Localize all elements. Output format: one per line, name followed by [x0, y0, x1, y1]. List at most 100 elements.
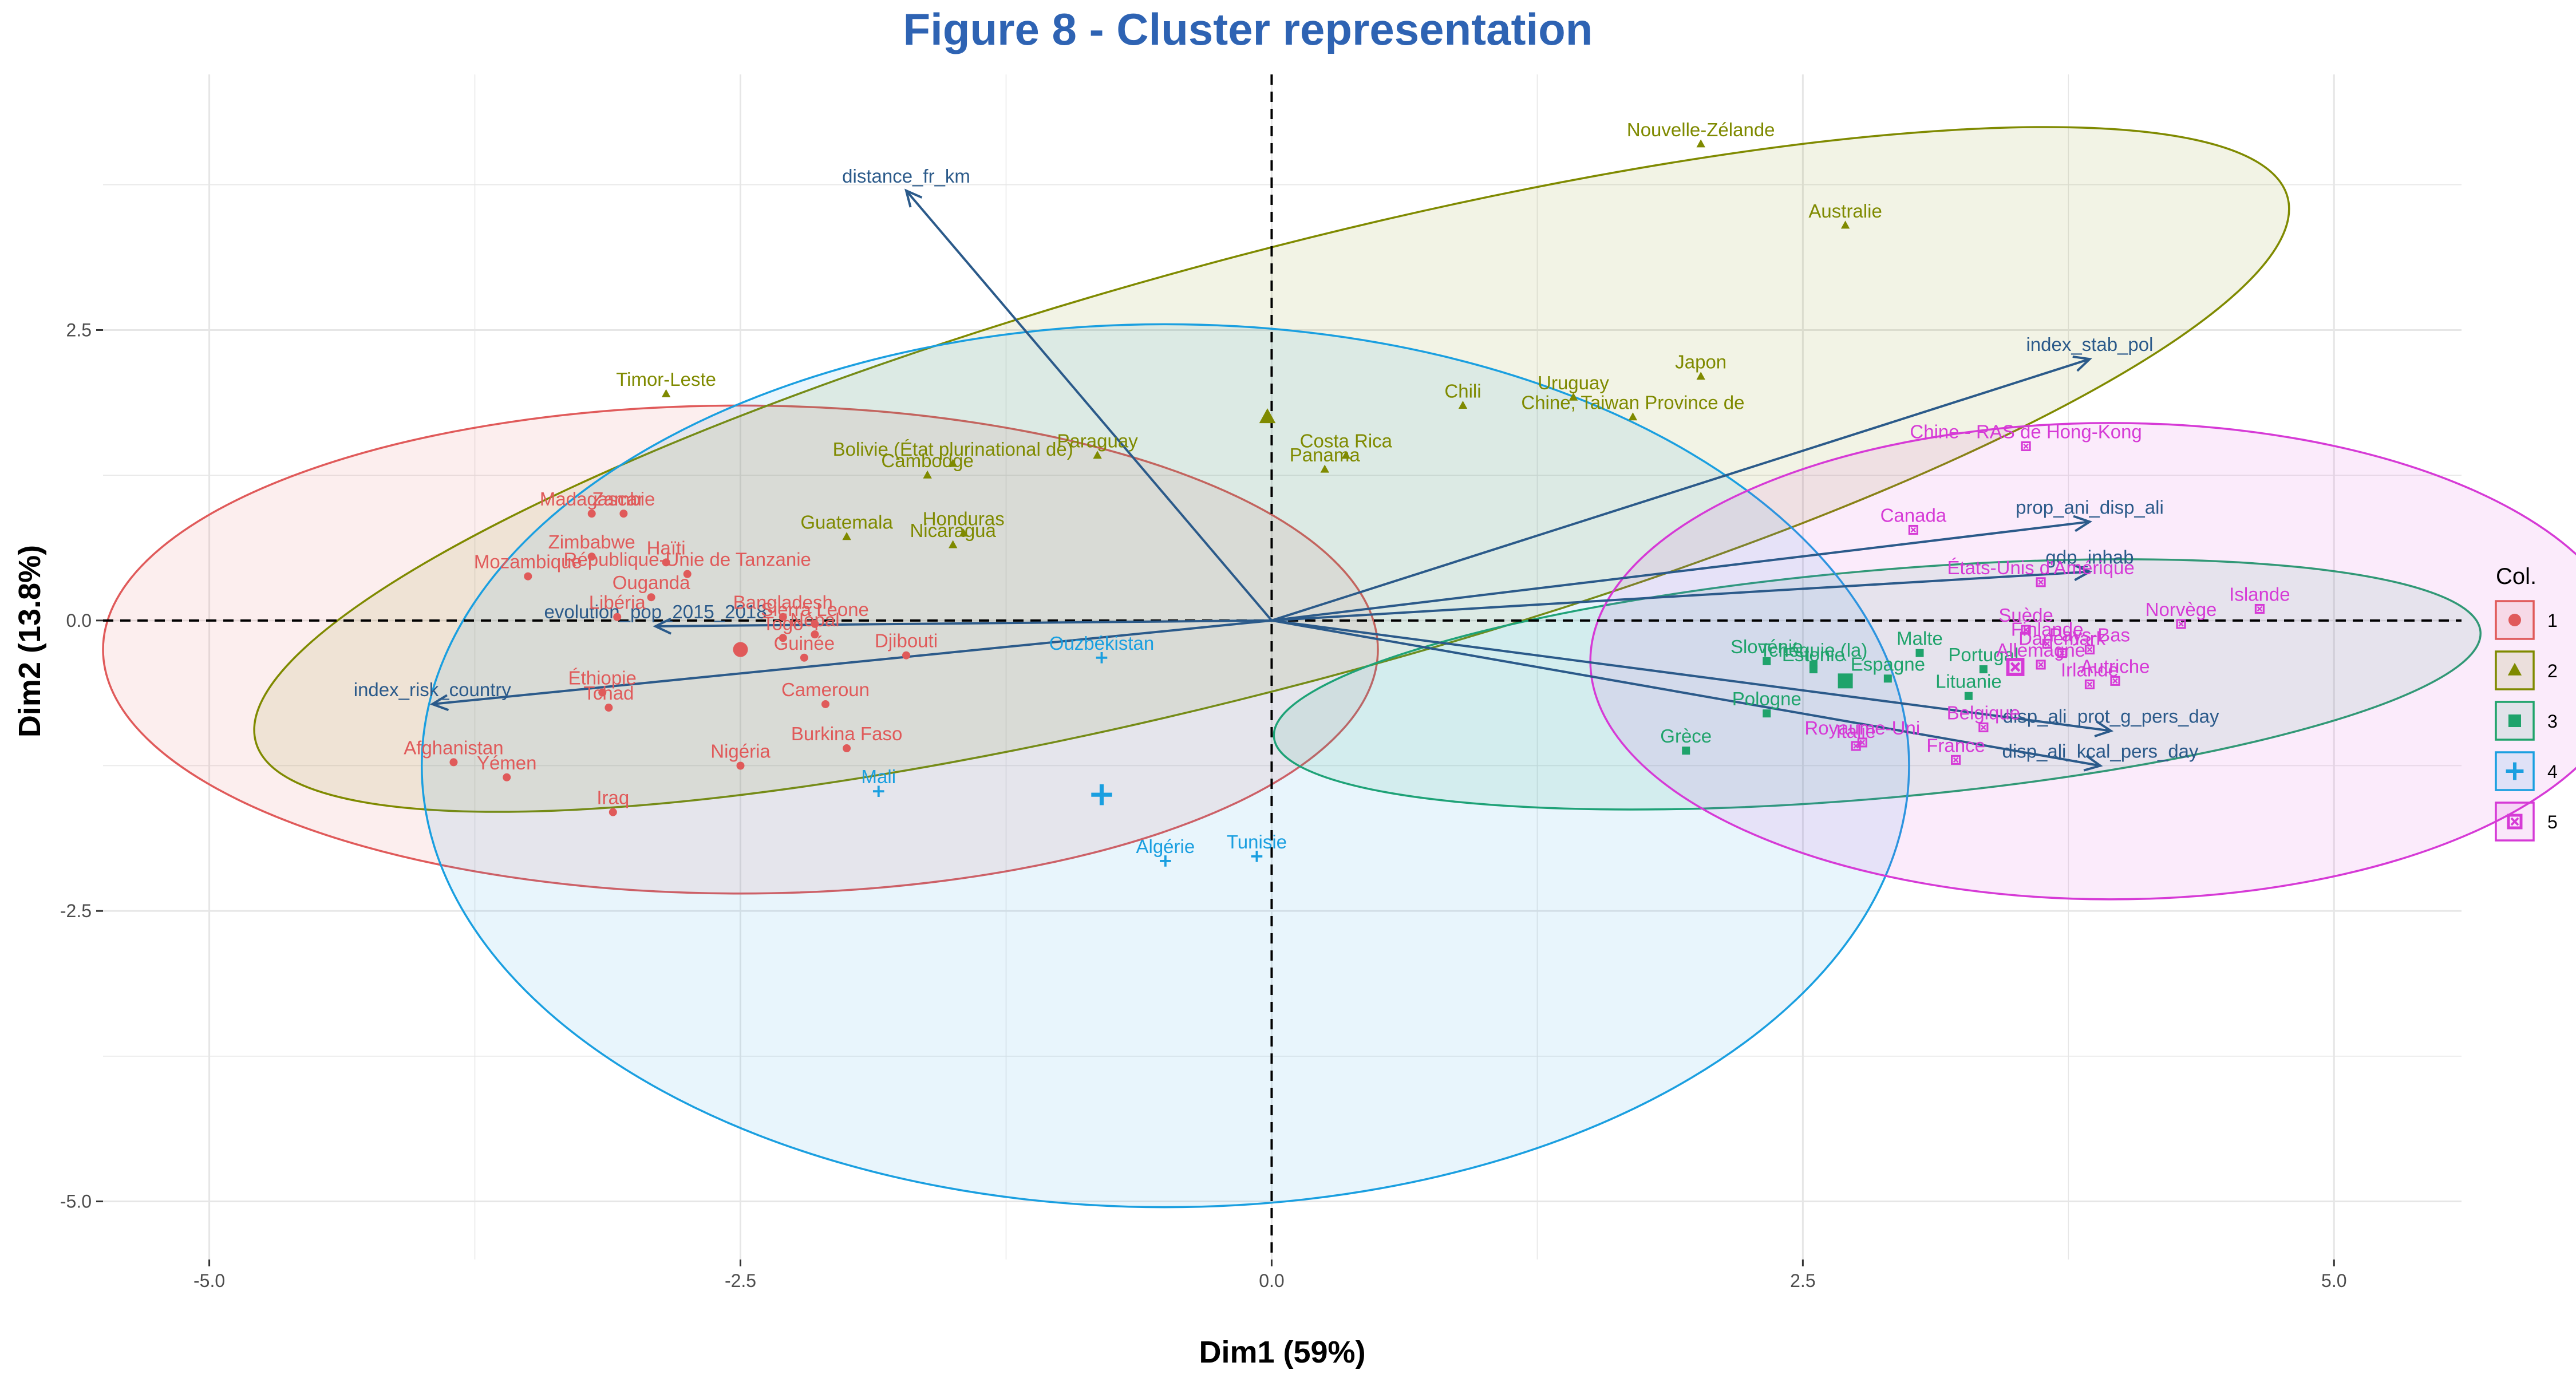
y-tick-label: -5.0 — [60, 1191, 92, 1212]
point — [1809, 665, 1818, 674]
point-label: Afghanistan — [404, 737, 503, 758]
cluster-centroid-2 — [1259, 408, 1276, 424]
point-label: Ouzbékistan — [1049, 633, 1154, 654]
point-label: Paraguay — [1057, 431, 1138, 452]
legend-label-1: 1 — [2547, 610, 2558, 631]
point — [683, 570, 692, 578]
point-label: États-Unis d'Amérique — [1947, 557, 2134, 578]
point-label: République-Unie de Tanzanie — [564, 549, 811, 570]
variable-label: gdp_inhab — [2045, 547, 2134, 568]
point-label: Norvège — [2146, 599, 2217, 620]
variable-arrow — [1271, 358, 2091, 622]
point-x — [2178, 621, 2184, 627]
cluster-5: Chine - RAS de Hong-Kong Canada États-Unis… — [1804, 421, 2290, 765]
variable-arrow — [1271, 570, 2090, 622]
variable-arrows: distance_fr_km index_stab_pol prop_ani_dis… — [354, 165, 2219, 772]
variable-arrow-head — [2072, 356, 2092, 372]
cluster-ellipse-4 — [421, 323, 1910, 1209]
legend-marker-5 — [2507, 814, 2523, 830]
point — [779, 634, 787, 642]
point-label: Nigéria — [710, 741, 771, 762]
point-label: Algérie — [1136, 836, 1195, 857]
point-label: Mali — [862, 766, 896, 787]
point — [872, 785, 884, 797]
point — [2084, 644, 2095, 655]
point — [609, 808, 617, 816]
variable-arrow — [1271, 619, 2111, 732]
point-label: Djibouti — [875, 630, 938, 652]
cluster-ellipse-5 — [1589, 422, 2576, 901]
point-x — [2112, 678, 2118, 684]
variable-arrow-head — [2094, 720, 2114, 737]
point — [1978, 722, 1989, 733]
point — [619, 510, 628, 518]
point — [1763, 657, 1771, 665]
point — [1951, 755, 1961, 765]
point — [613, 613, 622, 621]
point-label: Belgique — [1947, 702, 2020, 724]
cluster-centroid-3 — [1838, 673, 1853, 689]
point-label: Lituanie — [1935, 671, 2002, 692]
point-label: Éthiopie — [568, 668, 637, 689]
point — [2057, 648, 2067, 658]
point-x — [2257, 606, 2263, 612]
point-x — [1981, 724, 1986, 731]
variable-arrow-head — [429, 694, 449, 712]
legend-marker-5-x — [2510, 817, 2519, 826]
point — [1160, 855, 1171, 867]
point — [1568, 392, 1578, 401]
point — [821, 700, 829, 708]
point-label: Chine, Taiwan Province de — [1521, 392, 1744, 413]
point-label: Chine - RAS de Hong-Kong — [1910, 421, 2142, 442]
point — [2084, 679, 2095, 690]
point — [959, 528, 968, 537]
point-label: Zambie — [592, 488, 655, 510]
point — [524, 572, 532, 581]
point-label: Haïti — [647, 537, 686, 558]
point-label: Ouganda — [613, 572, 690, 593]
legend-marker-4 — [2506, 762, 2524, 780]
point-label: Tunisie — [1227, 831, 1287, 852]
point — [605, 704, 613, 712]
point-label: Timor-Leste — [616, 369, 716, 390]
point — [948, 459, 958, 467]
legend-key-1 — [2495, 600, 2535, 640]
y-axis-title: Dim2 (13.8%) — [13, 545, 47, 737]
legend-marker-3 — [2508, 714, 2521, 727]
variable-arrow — [905, 189, 1273, 622]
point — [1883, 674, 1892, 683]
cluster-centroid-5 — [2006, 658, 2025, 676]
point-label: Tchéquie (la) — [1759, 639, 1867, 661]
point — [1251, 850, 1263, 862]
point-x — [1953, 757, 1959, 763]
point — [587, 510, 596, 518]
variable-arrow — [432, 619, 1272, 705]
point-label: Sierra Leone — [761, 599, 869, 620]
point-label: Estonie — [1782, 644, 1845, 665]
point — [1696, 139, 1705, 148]
point-x — [2038, 579, 2044, 585]
point — [1628, 412, 1638, 421]
point-x — [2059, 650, 2065, 656]
point-label: Bolivie (État plurinational de) — [833, 439, 1073, 460]
point-x — [2038, 662, 2044, 668]
point — [2176, 619, 2186, 629]
legend-label-3: 3 — [2547, 711, 2558, 732]
point-label: Uruguay — [1538, 372, 1609, 393]
variable-arrow — [1271, 619, 2101, 767]
cluster-centroid-5-x — [2010, 662, 2021, 672]
legend-label-2: 2 — [2547, 661, 2558, 681]
point — [1458, 400, 1468, 409]
point — [948, 540, 958, 548]
y-tick-label: 0.0 — [66, 610, 92, 631]
variable-label: disp_ali_kcal_pers_day — [2002, 741, 2199, 762]
point-label: France — [1926, 735, 1985, 756]
point — [843, 744, 851, 753]
point-label: Libéria — [589, 592, 646, 613]
point-label: Grèce — [1660, 725, 1712, 747]
point-label: Espagne — [1851, 653, 1925, 674]
point-label: Madagascar — [540, 488, 644, 510]
